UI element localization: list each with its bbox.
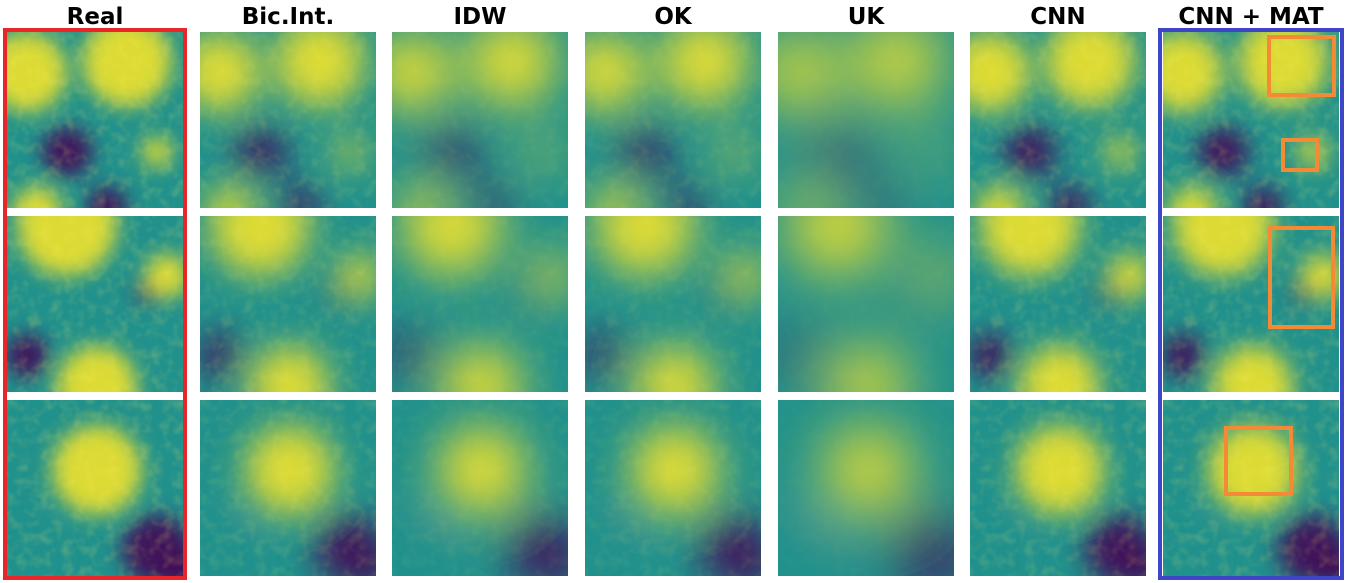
zoom-box-2: [1281, 138, 1319, 172]
terrain-tile-cnn-row-1: [970, 32, 1146, 208]
terrain-tile-cnnmat-row-3: [1163, 400, 1339, 576]
terrain-tile-real-row-1: [7, 32, 183, 208]
terrain-tile-uk-row-1: [778, 32, 954, 208]
column-title-bic: Bic.Int.: [241, 4, 335, 30]
real-column-frame: [3, 28, 187, 580]
column-title-ok: OK: [654, 4, 692, 30]
column-title-uk: UK: [847, 4, 885, 30]
terrain-tile-ok-row-2: [585, 216, 761, 392]
terrain-tile-bic-row-2: [200, 216, 376, 392]
terrain-tile-cnnmat-row-2: [1163, 216, 1339, 392]
terrain-tile-ok-row-3: [585, 400, 761, 576]
column-title-real: Real: [66, 4, 124, 30]
column-title-cnn: CNN: [1030, 4, 1086, 30]
zoom-box-3: [1268, 226, 1335, 329]
terrain-tile-uk-row-3: [778, 400, 954, 576]
terrain-tile-real-row-2: [7, 216, 183, 392]
terrain-tile-real-row-3: [7, 400, 183, 576]
zoom-box-4: [1224, 426, 1293, 496]
terrain-tile-idw-row-1: [392, 32, 568, 208]
terrain-tile-ok-row-1: [585, 32, 761, 208]
column-title-idw: IDW: [453, 4, 507, 30]
column-title-cnnmat: CNN + MAT: [1178, 4, 1324, 30]
terrain-tile-cnnmat-row-1: [1163, 32, 1339, 208]
cnnmat-column-frame: [1158, 28, 1344, 580]
zoom-box-1: [1267, 35, 1336, 97]
terrain-tile-bic-row-1: [200, 32, 376, 208]
terrain-tile-idw-row-3: [392, 400, 568, 576]
terrain-tile-cnn-row-3: [970, 400, 1146, 576]
terrain-tile-bic-row-3: [200, 400, 376, 576]
terrain-tile-cnn-row-2: [970, 216, 1146, 392]
terrain-tile-uk-row-2: [778, 216, 954, 392]
terrain-tile-idw-row-2: [392, 216, 568, 392]
